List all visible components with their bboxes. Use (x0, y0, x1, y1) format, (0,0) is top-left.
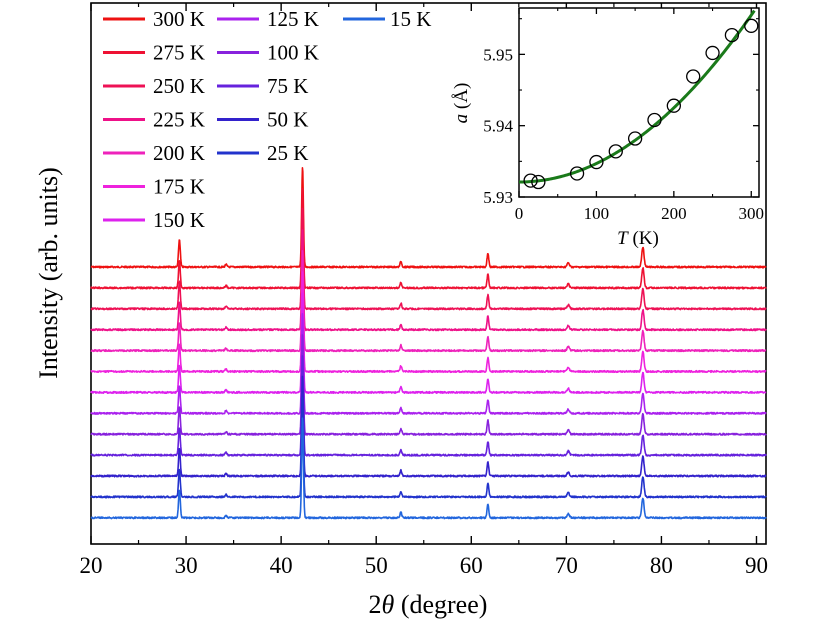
x-tick-label: 90 (745, 553, 768, 578)
x-tick-label: 20 (80, 553, 103, 578)
trace-100k (90, 334, 767, 436)
legend-label-125k: 125 K (267, 7, 319, 31)
inset-x-tick-label: 0 (515, 204, 524, 223)
x-tick-label: 40 (270, 553, 293, 578)
trace-225k (90, 229, 767, 332)
inset-fit-curve (519, 9, 756, 184)
x-tick-label: 70 (555, 553, 578, 578)
inset-data-point (666, 98, 681, 113)
x-tick-label: 80 (650, 553, 673, 578)
inset-data-point (705, 45, 720, 61)
legend-label-75k: 75 K (267, 74, 308, 98)
legend: 300 K 275 K 250 K 225 K 200 K 175 K 150 K 125 K… (103, 7, 431, 232)
inset-x-tick-label: 200 (661, 204, 687, 223)
legend-label-25k: 25 K (267, 141, 308, 165)
x-tick-label: 30 (175, 553, 198, 578)
legend-label-225k: 225 K (153, 108, 205, 132)
main-x-ticks: 20 30 40 50 60 70 80 90 (80, 3, 768, 578)
legend-label-300k: 300 K (153, 7, 205, 31)
inset-y-tick-label: 5.94 (483, 117, 513, 136)
inset-lattice-parameter-plot: 0 100 200 300 5.93 5.94 5.95 (483, 8, 764, 223)
main-x-axis-label: 2θ (degree) (369, 590, 488, 619)
legend-label-275k: 275 K (153, 41, 205, 65)
inset-data-point (686, 69, 701, 84)
legend-label-100k: 100 K (267, 41, 319, 65)
inset-plot-frame (518, 7, 760, 198)
inset-data-point (531, 174, 546, 190)
legend-label-15k: 15 K (390, 7, 431, 31)
trace-125k (90, 313, 767, 415)
inset-data-point (647, 112, 662, 128)
main-plot-frame (90, 2, 767, 545)
legend-label-175k: 175 K (153, 175, 205, 199)
trace-275k (90, 187, 767, 290)
inset-data-point (569, 166, 585, 181)
main-y-axis-label: Intensity (arb. units) (34, 167, 63, 379)
trace-300k (90, 167, 767, 269)
legend-label-200k: 200 K (153, 141, 205, 165)
inset-data-point (627, 131, 643, 146)
inset-data-point (744, 18, 759, 33)
legend-label-50k: 50 K (267, 108, 308, 132)
inset-x-tick-label: 300 (739, 204, 765, 223)
inset-x-tick-label: 100 (584, 204, 610, 223)
trace-200k (90, 249, 767, 353)
trace-250k (90, 207, 767, 311)
inset-data-point (589, 154, 604, 170)
trace-15k (90, 417, 767, 520)
trace-150k (90, 292, 767, 394)
trace-75k (90, 355, 767, 457)
inset-y-tick-label: 5.95 (483, 45, 513, 64)
trace-25k (90, 396, 767, 499)
legend-label-250k: 250 K (153, 74, 205, 98)
inset-y-tick-label: 5.93 (483, 188, 513, 207)
legend-label-150k: 150 K (153, 208, 205, 232)
inset-data-point (724, 27, 740, 43)
inset-x-axis-label: T (K) (617, 228, 659, 249)
inset-data-point (608, 144, 623, 159)
trace-175k (90, 271, 767, 374)
x-tick-label: 60 (460, 553, 483, 578)
inset-data-point (523, 173, 538, 188)
diffraction-traces (90, 167, 767, 520)
inset-y-axis-label: a (Å) (451, 83, 472, 124)
trace-50k (90, 375, 767, 478)
x-tick-label: 50 (365, 553, 388, 578)
